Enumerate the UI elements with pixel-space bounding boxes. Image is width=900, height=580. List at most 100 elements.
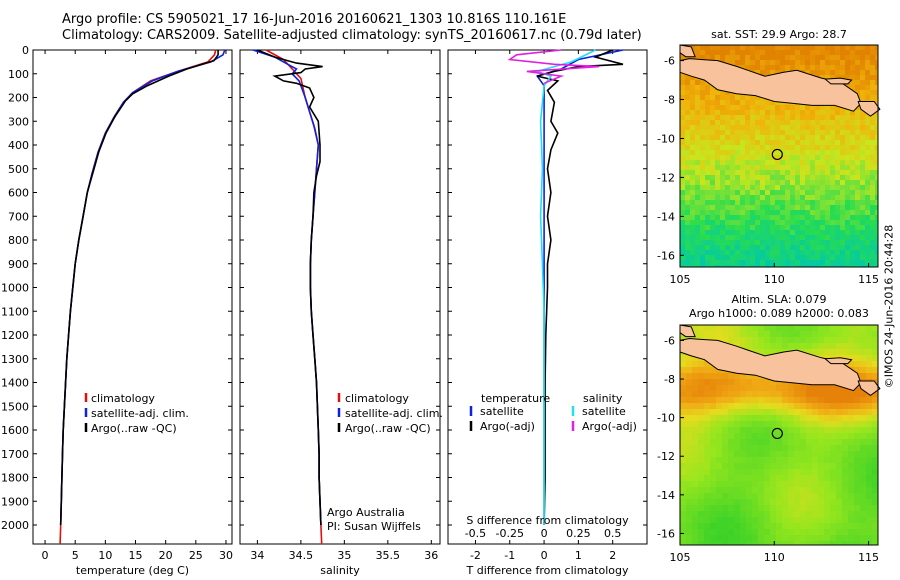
legend-label: Argo(..raw -QC) [91, 422, 177, 435]
series-line [59, 49, 217, 545]
header-title-line1: Argo profile: CS 5905021_17 16-Jun-2016 … [62, 12, 567, 27]
y-tick-label: -16 [657, 249, 675, 262]
y-tick-label: -8 [664, 94, 675, 107]
legend-label: climatology [91, 392, 155, 405]
y-tick-label: 500 [8, 163, 29, 176]
y-tick-label: 900 [8, 258, 29, 271]
y-tick-label: 800 [8, 234, 29, 247]
annotation-text: Argo Australia [327, 506, 405, 519]
x-tick-label: 115 [858, 273, 879, 286]
y-tick-label: -14 [657, 489, 675, 502]
x-tick-label-salinity: 0.25 [566, 527, 591, 540]
map-land-bali [857, 101, 881, 117]
legend-label: climatology [345, 392, 409, 405]
y-tick-label: -12 [657, 450, 675, 463]
series-line [535, 49, 624, 525]
x-tick-label: -2 [470, 549, 481, 562]
x-tick-label: 25 [189, 549, 203, 562]
x-tick-label: 2 [609, 549, 616, 562]
y-tick-label: 300 [8, 115, 29, 128]
x-tick-label: 1 [575, 549, 582, 562]
y-tick-label: 1000 [1, 282, 29, 295]
y-tick-label: 1200 [1, 329, 29, 342]
y-tick-label: -6 [664, 334, 675, 347]
x-tick-label: 35.5 [376, 549, 401, 562]
map-1-frame [679, 324, 879, 546]
legend-label: satellite-adj. clim. [91, 407, 189, 420]
map-land-madura [823, 77, 853, 85]
y-tick-label: -12 [657, 171, 675, 184]
x-tick-label: 34.5 [289, 549, 314, 562]
y-tick-label: 1300 [1, 353, 29, 366]
y-tick-label: 1900 [1, 495, 29, 508]
x-tick-label: 0 [42, 549, 49, 562]
y-tick-label: -8 [664, 373, 675, 386]
x-axis-label-salinity: S difference from climatology [466, 514, 629, 527]
series-line [59, 50, 219, 526]
y-tick-label: 1800 [1, 472, 29, 485]
y-tick-label: 1100 [1, 305, 29, 318]
series-line [536, 49, 624, 526]
panel-0-frame [32, 49, 233, 545]
x-tick-label: 5 [72, 549, 79, 562]
y-tick-label: -6 [664, 55, 675, 68]
x-tick-label: 15 [129, 549, 143, 562]
map-land-madura [823, 357, 853, 365]
map-subtitle: Argo h1000: 0.089 h2000: 0.083 [689, 307, 869, 320]
x-tick-label: 36 [424, 549, 438, 562]
x-axis-label: T difference from climatology [466, 564, 629, 577]
x-tick-label: 0 [541, 549, 548, 562]
x-tick-label: 35 [337, 549, 351, 562]
panel-2-frame [447, 49, 648, 545]
y-tick-label: 700 [8, 210, 29, 223]
legend-label: satellite-adj. clim. [345, 407, 443, 420]
x-tick-label-salinity: 0.5 [604, 527, 622, 540]
series-line [59, 49, 226, 526]
legend-label: satellite [582, 405, 626, 418]
x-tick-label-salinity: -0.5 [465, 527, 486, 540]
series-line [257, 49, 323, 526]
series-line [507, 49, 600, 85]
map-land-bali [857, 380, 881, 397]
x-axis-label: salinity [320, 564, 360, 577]
x-tick-label: -1 [504, 549, 515, 562]
x-axis-label: temperature (deg C) [76, 564, 189, 577]
x-tick-label: 10 [98, 549, 112, 562]
y-tick-label: -16 [657, 527, 675, 540]
x-tick-label: 105 [670, 273, 691, 286]
x-tick-label-salinity: -0.25 [496, 527, 524, 540]
y-tick-label: 0 [22, 44, 29, 57]
y-tick-label: 1400 [1, 377, 29, 390]
x-tick-label: 34 [250, 549, 264, 562]
header-title-line2: Climatology: CARS2009. Satellite-adjuste… [62, 28, 642, 43]
y-tick-label: -10 [657, 412, 675, 425]
argo-position-marker [771, 148, 783, 161]
y-tick-label: 2000 [1, 519, 29, 532]
map-title: Altim. SLA: 0.079 [731, 293, 826, 306]
legend-header: salinity [583, 392, 623, 405]
x-tick-label: 105 [670, 551, 691, 564]
y-tick-label: -14 [657, 210, 675, 223]
x-tick-label: 115 [858, 551, 879, 564]
y-tick-label: 400 [8, 139, 29, 152]
y-tick-label: 200 [8, 92, 29, 105]
panel-1-frame [239, 49, 441, 545]
x-tick-label: 20 [159, 549, 173, 562]
legend-label: Argo(..raw -QC) [345, 422, 431, 435]
x-tick-label: 30 [219, 549, 233, 562]
legend-label: satellite [480, 405, 524, 418]
map-0-frame [679, 44, 879, 268]
y-tick-label: 1700 [1, 448, 29, 461]
y-tick-label: -10 [657, 132, 675, 145]
x-tick-label: 110 [764, 273, 785, 286]
x-tick-label: 110 [764, 551, 785, 564]
annotation-text: PI: Susan Wijffels [327, 520, 421, 533]
argo-position-marker [771, 427, 783, 440]
legend-header: temperature [481, 392, 550, 405]
y-tick-label: 600 [8, 187, 29, 200]
map-title: sat. SST: 29.9 Argo: 28.7 [711, 28, 847, 41]
y-tick-label: 1500 [1, 400, 29, 413]
legend-label: Argo(-adj) [582, 420, 637, 433]
legend-label: Argo(-adj) [480, 420, 535, 433]
